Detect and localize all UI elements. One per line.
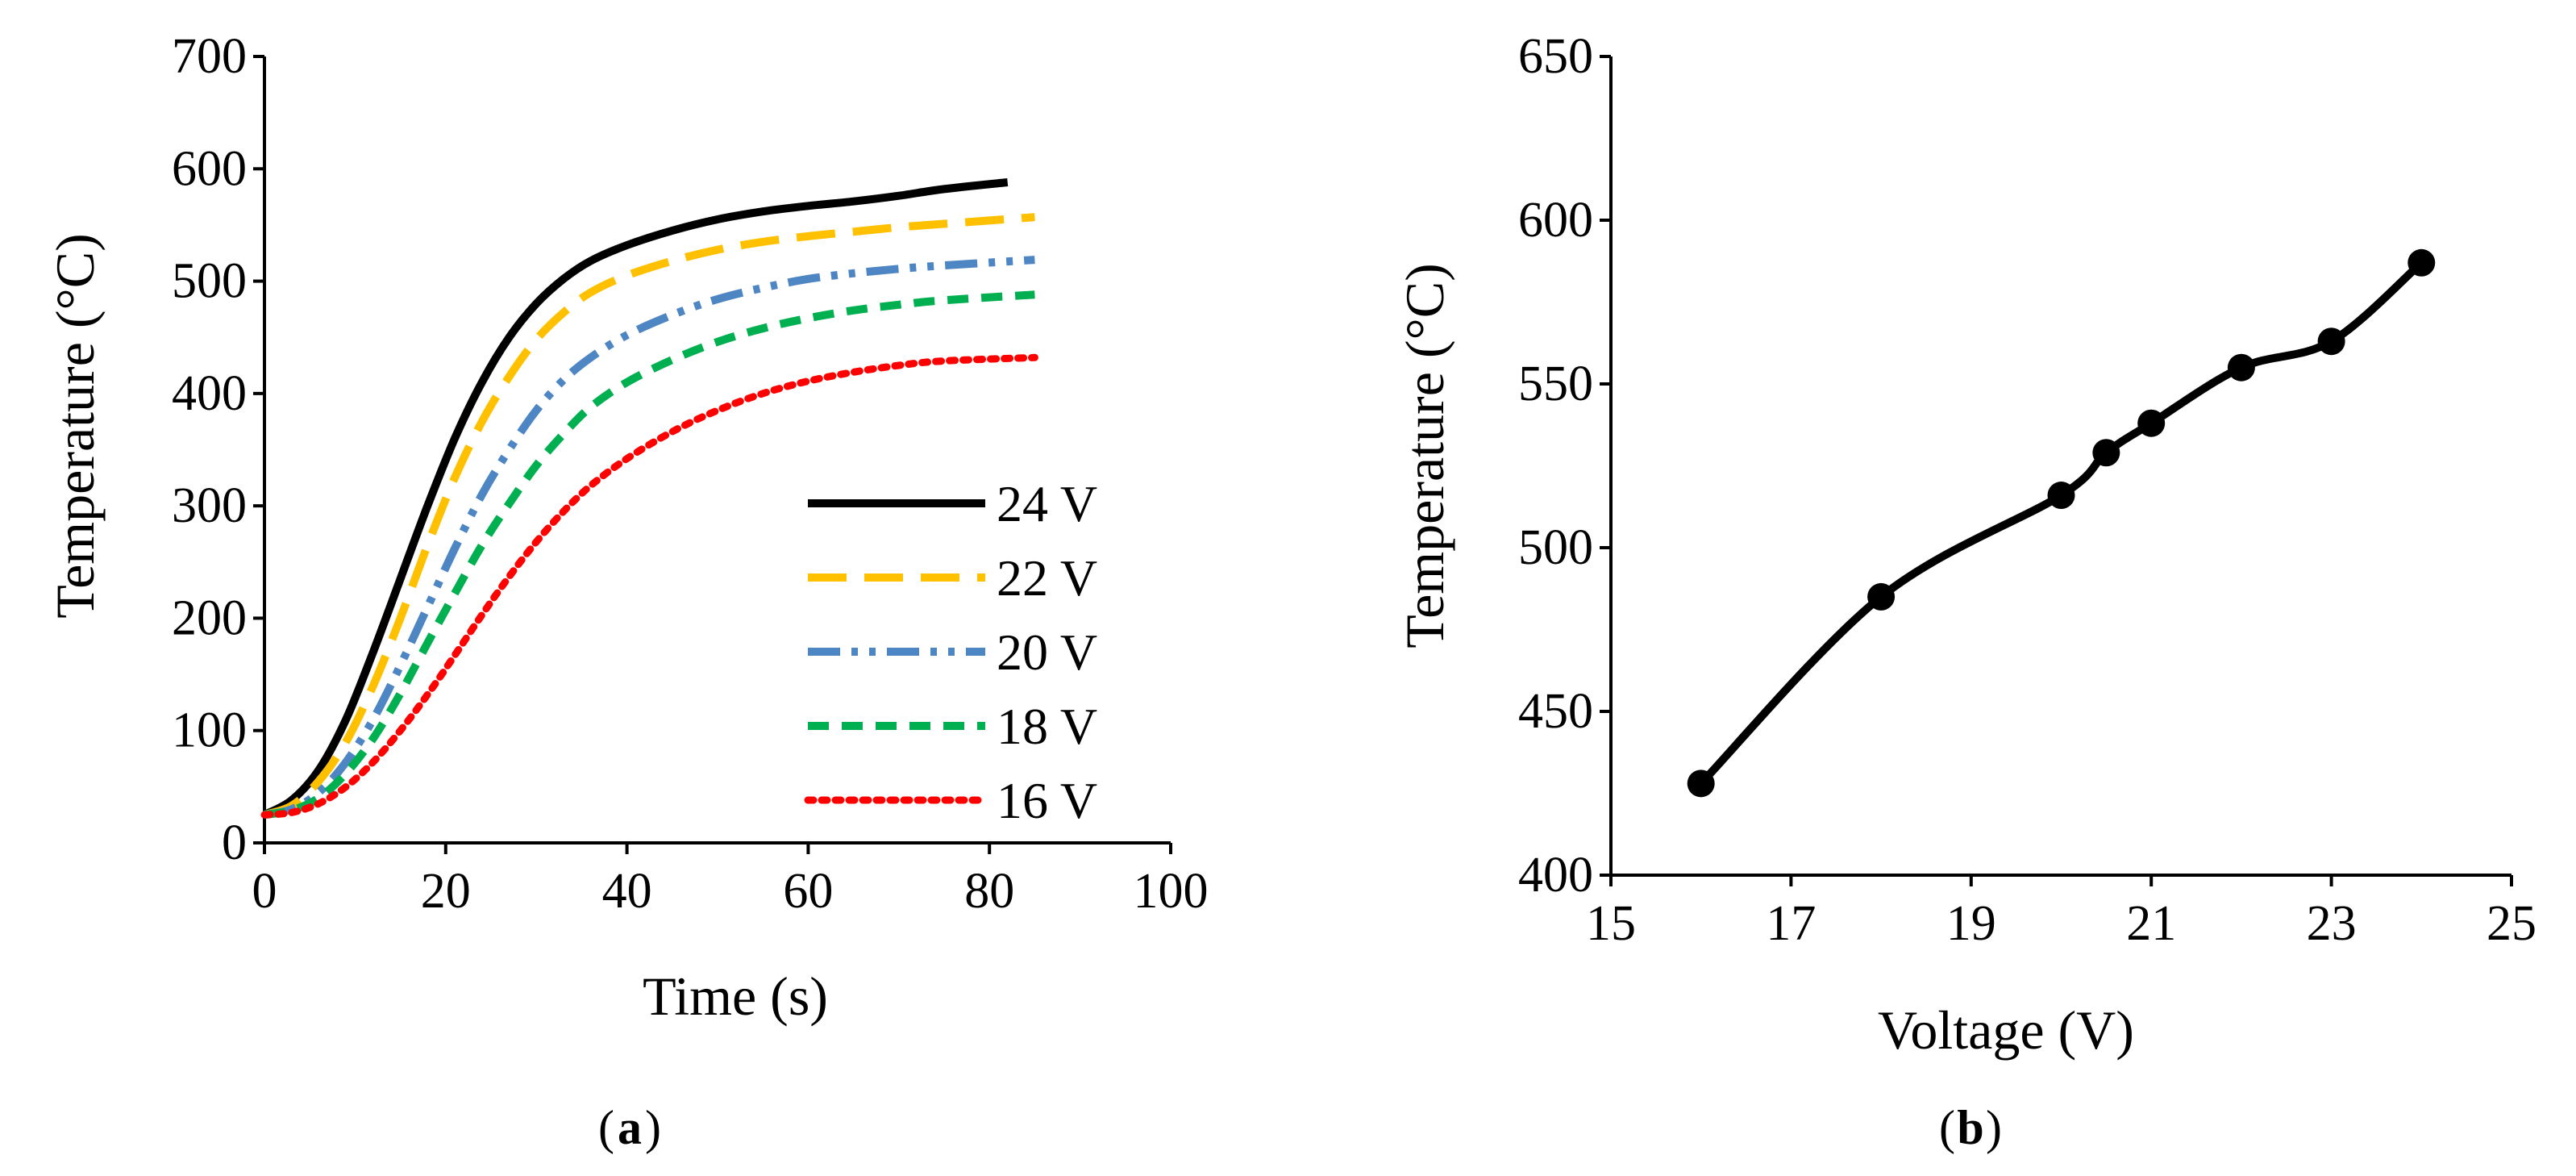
chart-b-y-tick-label: 450 xyxy=(1518,684,1593,739)
chart-a-series-line-16v xyxy=(260,353,1038,819)
chart-b-y-tick-label: 400 xyxy=(1518,848,1593,903)
chart-a-y-tick-label: 100 xyxy=(172,703,247,758)
chart-a-y-tick-label: 400 xyxy=(172,366,247,421)
chart-a-y-axis-label: Temperature (°C) xyxy=(44,233,106,618)
chart-a-panel-letter: a xyxy=(618,1101,642,1154)
svg-text:(: ( xyxy=(598,1101,614,1154)
chart-a-series-line-18v xyxy=(264,290,1035,819)
chart-a-y-tick-label: 300 xyxy=(172,478,247,533)
chart-a-x-tick-label: 20 xyxy=(421,864,471,919)
chart-a-series-line-24v xyxy=(262,178,1009,819)
svg-text:): ) xyxy=(645,1101,661,1154)
svg-text:(: ( xyxy=(1939,1101,1955,1154)
chart-b-x-tick-label: 17 xyxy=(1766,896,1816,951)
chart-a-legend-label: 20 V xyxy=(997,623,1097,681)
chart-a-x-tick-label: 100 xyxy=(1134,864,1209,919)
chart-a-x-axis-label: Time (s) xyxy=(643,965,828,1027)
chart-b-data-point xyxy=(2227,353,2255,382)
chart-b-data-point xyxy=(1867,582,1896,611)
chart-b: 400 450 500 550 600 650 15 17 19 21 23 25 Voltage (… xyxy=(1394,29,2536,1154)
chart-a-y-tick-label: 600 xyxy=(172,141,247,196)
chart-a-legend-label: 16 V xyxy=(997,772,1097,829)
chart-a-legend: 24 V 22 V 20 V 18 V 16 V xyxy=(804,475,1097,829)
chart-a-series-line-22v xyxy=(263,213,1035,819)
chart-a-legend-label: 18 V xyxy=(997,698,1097,755)
chart-b-panel-letter: b xyxy=(1957,1101,1983,1154)
chart-b-x-tick-label: 21 xyxy=(2126,896,2176,951)
chart-b-y-tick-label: 550 xyxy=(1518,357,1593,411)
chart-b-data-point xyxy=(2407,248,2436,277)
chart-b-x-tick-label: 15 xyxy=(1586,896,1636,951)
chart-b-data-point xyxy=(2317,327,2345,356)
chart-b-x-tick-label: 19 xyxy=(1946,896,1996,951)
chart-a-x-tick-label: 0 xyxy=(252,864,277,919)
chart-a-y-tick-label: 200 xyxy=(172,590,247,645)
chart-b-y-tick-label: 600 xyxy=(1518,193,1593,248)
svg-text:): ) xyxy=(1986,1101,2002,1154)
chart-b-x-axis-label: Voltage (V) xyxy=(1878,999,2134,1061)
chart-a-y-tick-label: 700 xyxy=(172,29,247,84)
chart-b-data-point xyxy=(2047,482,2075,510)
chart-b-series-line-temperature xyxy=(1698,260,2424,786)
chart-b-data-point xyxy=(1687,769,1715,798)
chart-b-series xyxy=(1687,248,2436,798)
chart-b-data-point xyxy=(2092,439,2120,467)
chart-a-series xyxy=(260,178,1038,819)
chart-b-y-axis-label: Temperature (°C) xyxy=(1394,263,1455,648)
chart-a-legend-label: 24 V xyxy=(997,475,1097,532)
chart-b-axes: 400 450 500 550 600 650 15 17 19 21 23 25 xyxy=(1518,29,2536,951)
chart-a-panel-label: ( a ) xyxy=(598,1101,661,1154)
chart-a-x-tick-label: 80 xyxy=(964,864,1014,919)
chart-b-x-tick-label: 25 xyxy=(2487,896,2536,951)
chart-b-y-tick-label: 650 xyxy=(1518,29,1593,84)
chart-b-panel-label: ( b ) xyxy=(1939,1101,2002,1154)
chart-a-legend-label: 22 V xyxy=(997,549,1097,607)
chart-a-x-tick-label: 60 xyxy=(783,864,833,919)
chart-a-axes: 0 100 200 300 400 500 600 700 0 20 40 60 80 100 xyxy=(172,29,1209,919)
chart-a-y-tick-label: 0 xyxy=(222,815,247,870)
chart-a-x-tick-label: 40 xyxy=(602,864,652,919)
chart-b-y-tick-label: 500 xyxy=(1518,520,1593,575)
chart-b-data-point xyxy=(2137,409,2166,437)
chart-a-y-tick-label: 500 xyxy=(172,254,247,309)
chart-b-x-tick-label: 23 xyxy=(2307,896,2357,951)
